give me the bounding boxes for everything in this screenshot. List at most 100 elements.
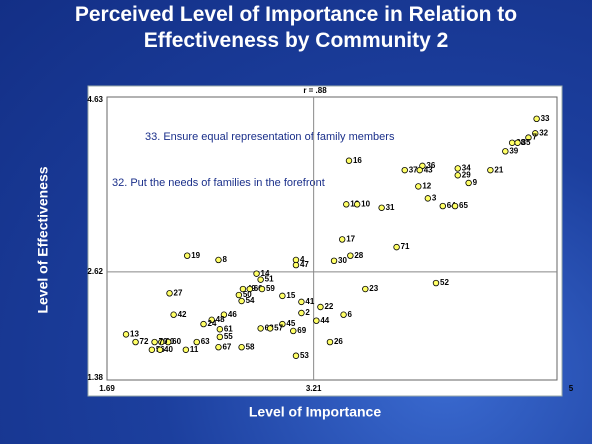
x-tick-label: 5: [569, 384, 574, 393]
point-label: 44: [320, 316, 329, 325]
point: [298, 309, 305, 317]
point-label: 58: [246, 342, 255, 351]
point-label: 27: [174, 288, 183, 297]
annotation: 32. Put the needs of families in the for…: [112, 177, 325, 189]
point: [235, 291, 243, 299]
point-label: 26: [334, 337, 343, 346]
point: [215, 256, 222, 264]
point-label: 12: [422, 182, 431, 191]
point-label: 38: [516, 138, 525, 147]
point-label: 24: [208, 319, 217, 328]
point: [246, 285, 253, 293]
point: [166, 290, 173, 297]
point: [279, 320, 286, 328]
point-label: 65: [459, 201, 468, 210]
point-label: 29: [462, 170, 471, 179]
point: [257, 325, 264, 332]
point-label: 43: [424, 165, 433, 174]
point: [182, 346, 190, 353]
point: [401, 166, 408, 174]
point: [416, 166, 423, 174]
x-axis-label: Level of Importance: [249, 404, 381, 420]
point: [253, 270, 260, 277]
point-label: 59: [266, 284, 275, 293]
y-axis-label: Level of Effectiveness: [35, 166, 51, 313]
point: [238, 344, 245, 351]
point: [454, 172, 461, 179]
point: [353, 201, 361, 208]
point-label: 61: [224, 324, 233, 333]
point: [156, 346, 164, 353]
point: [340, 311, 347, 318]
point-label: 4: [300, 255, 305, 264]
point-label: 50: [243, 290, 252, 299]
point: [362, 285, 369, 293]
point: [132, 338, 139, 346]
point-label: 35: [522, 138, 531, 147]
point: [290, 327, 297, 335]
point: [454, 165, 461, 172]
point-label: 28: [354, 251, 363, 260]
point: [279, 292, 286, 300]
point-label: 13: [130, 329, 139, 338]
point: [508, 139, 516, 146]
point: [533, 115, 540, 123]
point-label: 36: [426, 161, 435, 170]
point-label: 10: [361, 199, 370, 208]
point-label: 53: [300, 351, 309, 360]
point: [393, 243, 400, 251]
point-label: 3: [432, 193, 437, 202]
point: [216, 333, 224, 341]
point: [424, 195, 432, 202]
point-label: 51: [265, 275, 274, 284]
point: [347, 252, 354, 259]
point-label: 40: [164, 345, 173, 354]
point: [525, 134, 532, 141]
point-label: 46: [228, 310, 237, 319]
point: [439, 202, 447, 210]
point: [266, 325, 274, 332]
point-label: 8: [222, 255, 227, 264]
point-label: 21: [494, 165, 503, 174]
point: [258, 285, 266, 293]
point: [317, 303, 324, 311]
point-label: 23: [369, 284, 378, 293]
point: [239, 285, 247, 293]
point-label: 14: [261, 269, 270, 278]
point-label: 41: [305, 297, 314, 306]
point-label: 72: [140, 337, 149, 346]
point-label: 66: [254, 284, 263, 293]
point: [151, 338, 158, 346]
point-label: 57: [274, 323, 283, 332]
point: [200, 320, 207, 328]
correlation-label: r = .88: [303, 86, 327, 95]
point-label: 16: [353, 156, 362, 165]
point-label: 19: [191, 251, 200, 260]
point: [451, 202, 459, 210]
point: [292, 352, 300, 359]
point-label: 7: [532, 133, 537, 142]
point: [514, 139, 521, 146]
annotation: 33. Ensure equal representation of famil…: [145, 131, 395, 143]
point: [415, 183, 422, 190]
point: [345, 157, 353, 164]
point-label: 33: [541, 114, 550, 123]
point-label: 48: [216, 315, 225, 324]
y-tick-label: 1.38: [87, 373, 103, 382]
point-label: 32: [539, 128, 548, 137]
point-label: 22: [324, 302, 333, 311]
point: [148, 346, 156, 353]
point-label: 2: [305, 308, 310, 317]
point: [193, 338, 200, 346]
y-tick-label: 4.63: [87, 95, 103, 104]
x-tick-label: 1.69: [99, 384, 115, 393]
point: [220, 311, 228, 318]
point: [338, 236, 346, 243]
point-label: 37: [409, 165, 418, 174]
point: [257, 276, 264, 283]
point: [170, 311, 177, 318]
point-label: 6: [348, 310, 353, 319]
point: [216, 326, 224, 333]
